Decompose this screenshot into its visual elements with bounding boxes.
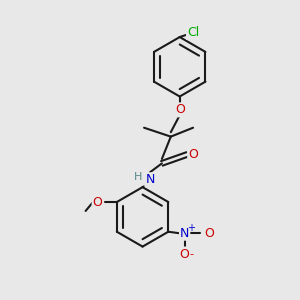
Text: H: H	[134, 172, 142, 182]
Text: O: O	[188, 148, 198, 161]
Text: O: O	[175, 103, 185, 116]
Text: O: O	[180, 248, 190, 260]
Text: Cl: Cl	[187, 26, 199, 39]
Text: -: -	[190, 249, 194, 259]
Text: N: N	[145, 173, 155, 186]
Text: O: O	[204, 227, 214, 240]
Text: +: +	[187, 223, 195, 233]
Text: O: O	[93, 196, 102, 208]
Text: N: N	[180, 227, 189, 240]
